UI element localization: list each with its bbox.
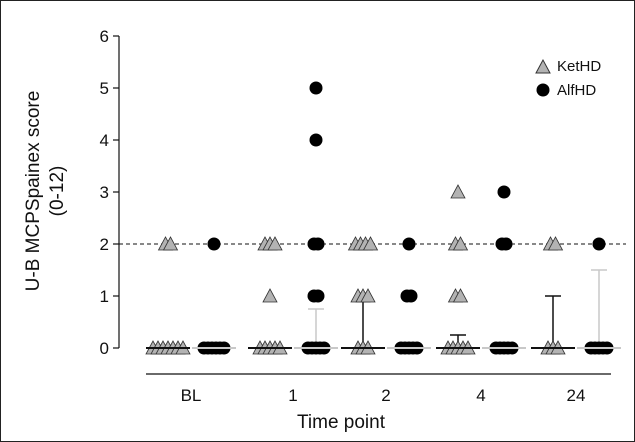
- legend-alfHD-label: AlfHD: [557, 82, 596, 99]
- data-point-alfhd: [404, 289, 418, 303]
- x-tick-label: 2: [381, 386, 390, 405]
- data-point-alfhd: [499, 237, 513, 251]
- x-tick-label: 1: [288, 386, 297, 405]
- data-point-kethd: [360, 288, 376, 303]
- y-tick-label: 4: [100, 131, 109, 150]
- data-point-alfhd: [497, 185, 511, 199]
- y-tick-label: 2: [100, 235, 109, 254]
- data-point-kethd: [547, 236, 564, 251]
- data-point-kethd: [162, 236, 179, 251]
- legend-alfHD-marker: [536, 83, 550, 97]
- y-tick-label: 0: [100, 339, 109, 358]
- legend: KetHD AlfHD: [535, 58, 601, 99]
- x-axis-label: Time point: [297, 412, 386, 433]
- y-axis-label-range: (0-12): [47, 166, 68, 217]
- error-bars: [308, 269, 607, 348]
- data-point-kethd: [452, 236, 469, 251]
- axes: [113, 35, 611, 375]
- data-point-kethd: [362, 236, 379, 251]
- y-axis-label: U-B MCPSpainex score: [23, 91, 44, 292]
- data-point-kethd: [452, 288, 469, 303]
- data-point-kethd: [450, 184, 466, 199]
- data-point-kethd: [267, 236, 283, 251]
- y-tick-label: 1: [100, 287, 109, 306]
- legend-ketHD-marker: [535, 58, 551, 74]
- y-tick-label: 3: [100, 183, 109, 202]
- data-point-alfhd: [592, 237, 606, 251]
- x-tick-label: BL: [181, 386, 202, 405]
- data-points: [145, 81, 614, 355]
- y-tick-label: 6: [100, 27, 109, 46]
- data-point-kethd: [262, 288, 278, 303]
- data-point-alfhd: [309, 81, 323, 95]
- data-point-alfhd: [207, 237, 221, 251]
- x-tick-label: 4: [476, 386, 485, 405]
- x-tick-label: 24: [567, 386, 586, 405]
- data-point-alfhd: [309, 133, 323, 147]
- data-point-alfhd: [311, 289, 325, 303]
- data-point-alfhd: [311, 237, 325, 251]
- data-point-alfhd: [402, 237, 416, 251]
- legend-ketHD-label: KetHD: [557, 58, 601, 75]
- y-tick-label: 5: [100, 79, 109, 98]
